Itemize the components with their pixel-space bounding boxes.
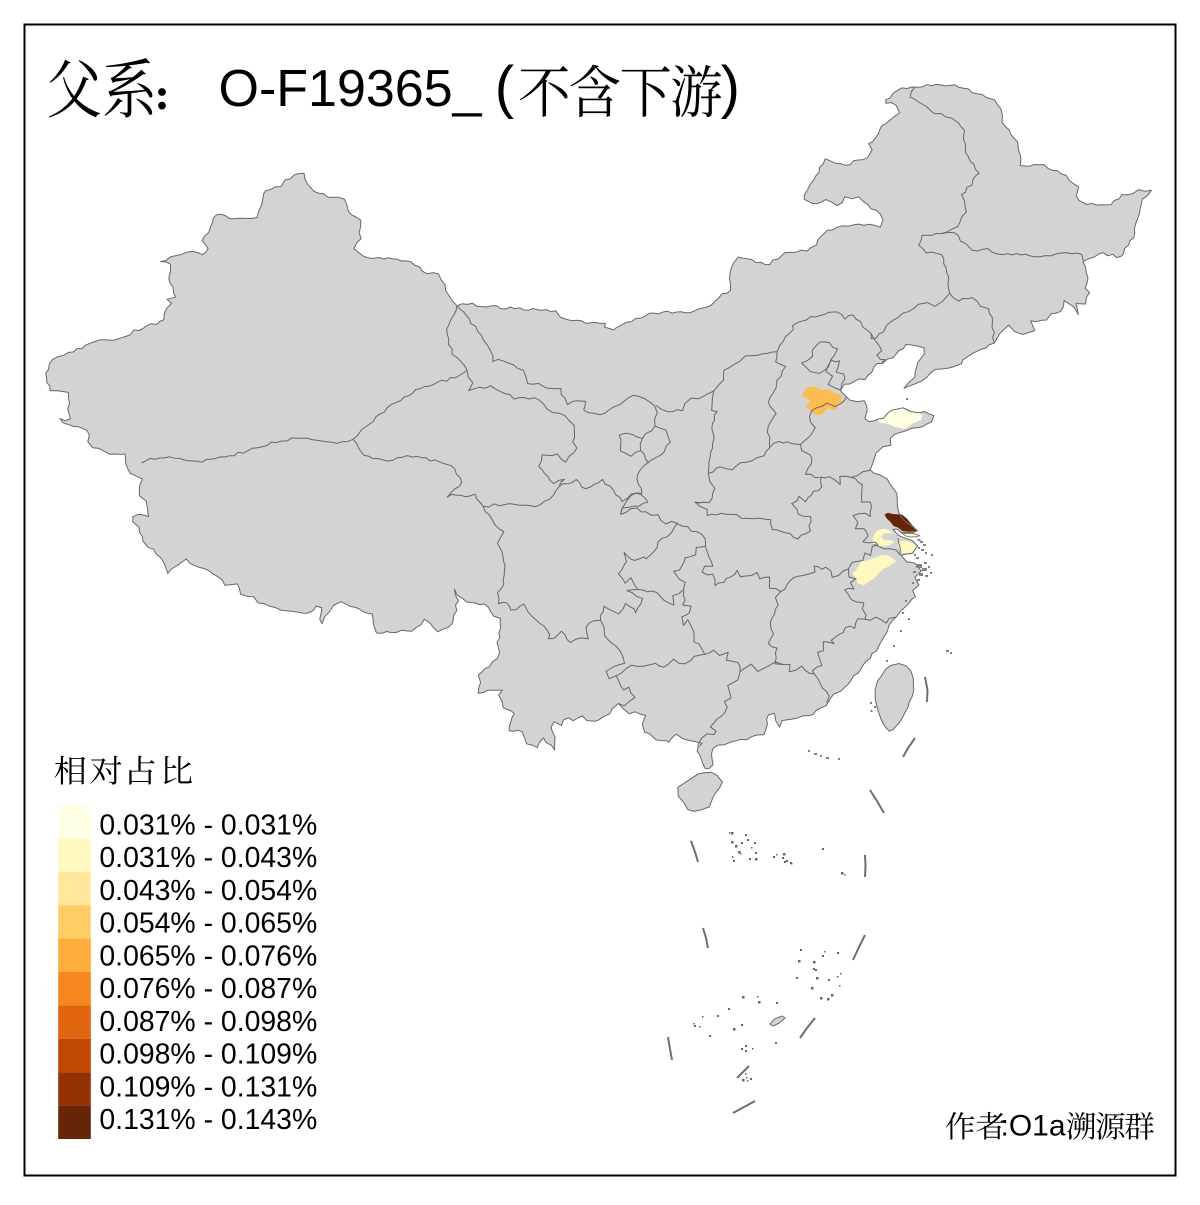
svg-text:0.131% - 0.143%: 0.131% - 0.143% bbox=[99, 1104, 317, 1136]
svg-text:0.054% - 0.065%: 0.054% - 0.065% bbox=[99, 908, 317, 940]
svg-text:0.065% - 0.076%: 0.065% - 0.076% bbox=[99, 940, 317, 972]
svg-text:O-F19365_: O-F19365_ bbox=[219, 60, 483, 118]
svg-text:0.043% - 0.054%: 0.043% - 0.054% bbox=[99, 875, 317, 907]
svg-text:0.031% - 0.043%: 0.031% - 0.043% bbox=[99, 842, 317, 874]
svg-text:(: ( bbox=[495, 55, 514, 120]
svg-text:): ) bbox=[721, 55, 740, 120]
svg-text:0.109% - 0.131%: 0.109% - 0.131% bbox=[99, 1071, 317, 1103]
svg-text:0.087% - 0.098%: 0.087% - 0.098% bbox=[99, 1006, 317, 1038]
svg-text::O1a: :O1a bbox=[1001, 1109, 1066, 1142]
svg-text:0.076% - 0.087%: 0.076% - 0.087% bbox=[99, 973, 317, 1005]
svg-text:0.031% - 0.031%: 0.031% - 0.031% bbox=[99, 809, 317, 841]
svg-text:0.098% - 0.109%: 0.098% - 0.109% bbox=[99, 1039, 317, 1071]
